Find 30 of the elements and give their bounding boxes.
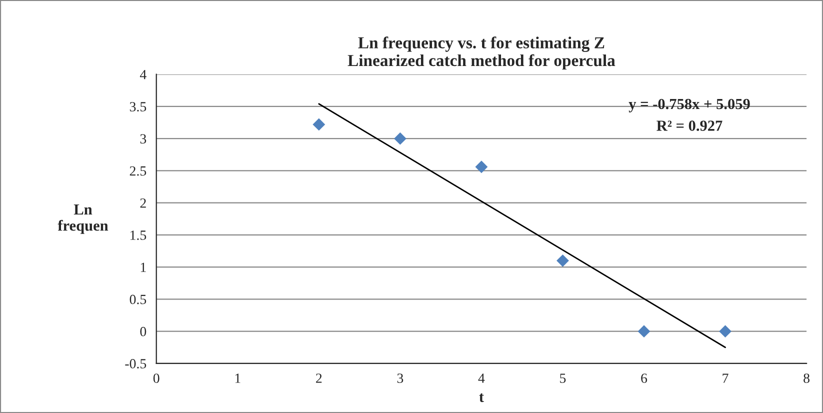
x-tick-label: 0 (153, 374, 160, 383)
point (475, 160, 488, 174)
point (312, 118, 326, 131)
y-tick-label: -0.5 (125, 359, 146, 368)
x-tick-label: 5 (560, 374, 566, 383)
y-tick-label: 0 (140, 326, 146, 336)
y-tick-label: 3 (140, 134, 146, 144)
point (556, 254, 569, 267)
x-tick-label: 3 (397, 374, 404, 383)
y-tick-label: 2 (140, 198, 146, 208)
y-tick-label: 1 (140, 262, 146, 272)
annotation: R² = 0.927 (656, 120, 722, 131)
y-tick-label: 1.5 (130, 230, 146, 240)
annotation: y = -0.758x + 5.059 (628, 98, 750, 112)
x-tick-label: 7 (722, 374, 728, 383)
point (394, 132, 406, 145)
x-tick-label: 2 (316, 374, 322, 383)
point (638, 325, 650, 338)
x-tick-label: 1 (235, 374, 240, 383)
x-axis-title: t (479, 393, 484, 402)
y-tick-label: 0.5 (130, 294, 146, 304)
y-tick-label: 3.5 (130, 102, 146, 112)
x-tick-label: 6 (641, 374, 648, 383)
x-tick-label: 4 (478, 374, 485, 383)
chart-title: Ln frequency vs. t for estimating Z Linearized catch method for opercula (348, 36, 616, 70)
point (719, 325, 732, 338)
y-tick-label: 4 (140, 70, 146, 80)
y-axis-title: Ln frequen (58, 204, 108, 234)
y-tick-label: 2.5 (130, 166, 146, 176)
x-tick-label: 8 (804, 374, 810, 383)
